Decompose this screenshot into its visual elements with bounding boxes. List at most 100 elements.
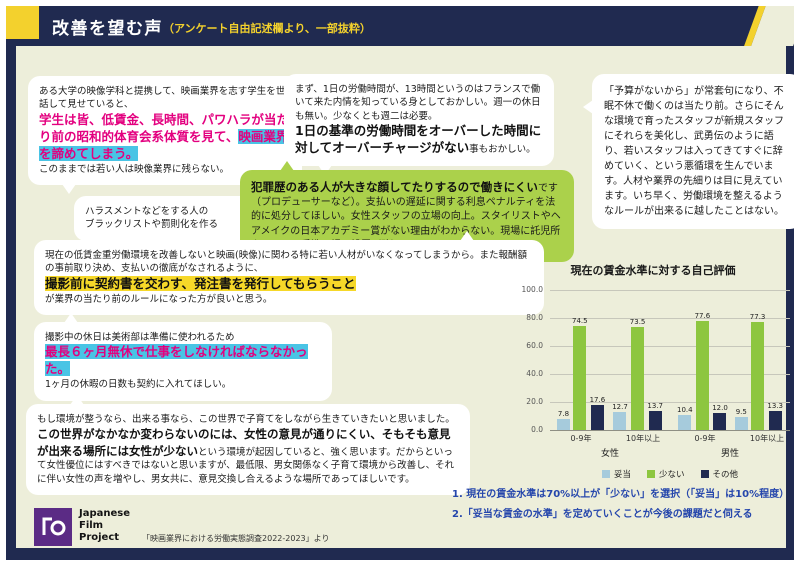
chart-legend: 妥当 少ない その他	[550, 468, 790, 480]
quote-segment: 1ヶ月の休暇の日数も契約に入れてほしい。	[45, 379, 232, 391]
bar-column: 12.7	[612, 403, 628, 430]
legend-item: その他	[700, 468, 738, 480]
x-axis-category-label: 10年以上	[625, 434, 661, 443]
gridline	[550, 346, 790, 347]
quote-bubble-women: もし環境が整うなら、出来る事なら、この世界で子育てをしながら生きていきたいと思い…	[26, 394, 470, 496]
wage-self-evaluation-chart: 現在の賃金水準に対する自己評価 100.0 80.0 60.0 40.0 20.0 0.0…	[516, 262, 790, 480]
bar-value-label: 13.3	[767, 402, 783, 411]
quote-segment: という環境が起因していると、強く思います。だからといって女性優位にはすべきではな…	[37, 446, 455, 485]
finding-2: 2.「妥当な賃金の水準」を定めていくことが今後の課題だと伺える	[452, 509, 753, 520]
bar-column: 10.4	[677, 406, 693, 430]
quote-bubble-budget: 「予算がないから」が常套句になり、不眠不休で働くのは当たり前。さらにそんな環境で…	[583, 74, 800, 229]
quote-hours-text: まず、1日の労働時間が、13時間というのはフランスで働いて来た内情を知っている身…	[295, 83, 543, 157]
logo-line: Japanese	[79, 508, 131, 519]
x-axis-category-label: 0-9年	[570, 434, 592, 443]
chart-x-axis-labels: 0-9年 10年以上 0-9年 10年以上	[550, 430, 790, 444]
bar-value-label: 77.6	[694, 312, 711, 321]
quote-segment-emphasis: 犯罪歴のある人が大きな顔してたりするので働きにくい	[251, 180, 538, 194]
logo-line: Project	[79, 531, 120, 543]
bar-column: 13.3	[767, 402, 783, 430]
bar-column: 7.8	[557, 410, 570, 430]
bar-group: 7.8 74.5 17.6	[557, 317, 605, 430]
gridline	[550, 402, 790, 403]
quote-segment: ある大学の映像学科と提携して、映画業界を志す学生を世話して見せていると、	[39, 86, 286, 111]
bar-column: 12.0	[712, 404, 728, 430]
quote-bubble-university: ある大学の映像学科と提携して、映画業界を志す学生を世話して見せていると、 学生は…	[28, 76, 302, 195]
bar-value-label: 73.5	[629, 318, 646, 327]
quote-segment: 現在の低賃金重労働環境を改善しないと映画(映像)に関わる特に若い人材がいなくなっ…	[45, 250, 527, 275]
bar-value-label: 9.5	[735, 407, 747, 416]
bar-column: 17.6	[590, 396, 605, 430]
chart-y-axis: 100.0 80.0 60.0 40.0 20.0 0.0	[516, 285, 550, 434]
bar-value-label: 74.5	[572, 316, 588, 325]
quote-university-text: ある大学の映像学科と提携して、映画業界を志す学生を世話して見せていると、 学生は…	[39, 85, 291, 176]
bar-少ない	[695, 321, 709, 430]
bar-妥当	[557, 419, 570, 430]
legend-item: 少ない	[646, 468, 685, 480]
bar-妥当	[734, 416, 748, 430]
legend-swatch	[601, 470, 610, 478]
chart-body: 100.0 80.0 60.0 40.0 20.0 0.0 7.8 74.5 17.6 12.7…	[516, 285, 790, 434]
bar-column: 74.5	[572, 317, 588, 430]
quote-segment-highlight: 撮影前に契約書を交わす、発注書を発行してもらうこと	[45, 275, 356, 291]
chart-gender-labels: 女性 男性	[550, 446, 790, 459]
corner-accent-square	[6, 6, 39, 39]
y-axis-tick-label: 60.0	[526, 341, 543, 350]
legend-swatch	[646, 470, 655, 478]
bar-その他	[590, 405, 604, 430]
quote-segment: 事もおかしい。	[469, 144, 536, 156]
quote-segment: ブラックリストや罰則化を作る	[85, 219, 219, 231]
y-axis-tick-label: 80.0	[526, 313, 543, 322]
quote-segment: もし環境が整うなら、出来る事なら、この世界で子育てをしながら生きていきたいと思い…	[37, 414, 455, 425]
quote-budget-text: 「予算がないから」が常套句になり、不眠不休で働くのは当たり前。さらにそんな環境で…	[604, 84, 790, 219]
x-label-section: 0-9年 10年以上	[674, 430, 798, 444]
bar-group: 12.7 73.5 13.7	[612, 318, 663, 430]
bar-column: 77.3	[749, 312, 766, 430]
legend-label: 少ない	[658, 470, 685, 480]
quote-bubble-working-hours: まず、1日の労働時間が、13時間というのはフランスで働いて来た内情を知っている身…	[284, 74, 554, 176]
bar-group: 10.4 77.6 12.0	[677, 312, 728, 430]
quote-bubble-holiday: 撮影中の休日は美術部は準備に使われるため 最長６ヶ月無休で仕事をしなければならな…	[34, 313, 332, 401]
quote-harassment-text: ハラスメントなどをする人の ブラックリストや罰則化を作る	[85, 205, 267, 232]
quote-holiday-text: 撮影中の休日は美術部は準備に使われるため 最長６ヶ月無休で仕事をしなければならな…	[45, 331, 321, 392]
bar-その他	[713, 413, 727, 430]
footer: Japanese Film Project 「映画業界における労働実態調査202…	[34, 508, 329, 546]
quote-segment-emphasis: 学生は皆、低賃金、長時間、パワハラが当たり前の昭和的体育会系体質を見て、	[39, 111, 289, 144]
bar-少ない	[573, 325, 587, 430]
bar-column: 77.6	[694, 312, 711, 430]
gender-group-label: 女性	[600, 449, 619, 459]
page-subtitle: （アンケート自由記述欄より、一部抜粋）	[163, 21, 371, 35]
logo-line: Film	[79, 519, 104, 531]
legend-swatch	[700, 470, 709, 478]
header-title-group: 改善を望む声 （アンケート自由記述欄より、一部抜粋）	[52, 6, 371, 46]
gridline	[550, 430, 790, 431]
y-axis-tick-label: 100.0	[521, 285, 543, 294]
bar-value-label: 77.3	[749, 312, 766, 321]
bar-value-label: 12.0	[712, 404, 728, 413]
bar-value-label: 13.7	[647, 401, 663, 410]
y-axis-tick-label: 0.0	[531, 425, 543, 434]
bar-妥当	[613, 412, 627, 430]
bar-少ない	[751, 321, 765, 430]
gridline	[550, 290, 790, 291]
y-axis-tick-label: 20.0	[526, 397, 543, 406]
legend-label: 妥当	[613, 470, 631, 480]
quote-segment: このままでは若い人は映像業界に残らない。	[39, 163, 230, 175]
legend-item: 妥当	[601, 468, 631, 480]
key-findings: 1. 現在の賃金水準は70%以上が「少ない」を選択（「妥当」は10%程度） 2.…	[452, 488, 796, 528]
quote-segment-highlight: 最長６ヶ月無休で仕事をしなければならなかった。	[45, 344, 308, 377]
quote-segment-emphasis: 1日の基準の労働時間をオーバーした時間に対してオーバーチャージがない	[295, 123, 542, 156]
bar-column: 9.5	[734, 407, 748, 430]
bar-妥当	[678, 415, 692, 430]
x-axis-category-label: 0-9年	[694, 434, 716, 443]
source-citation: 「映画業界における労働実態調査2022-2023」より	[142, 534, 330, 543]
header-bar: 改善を望む声 （アンケート自由記述欄より、一部抜粋）	[6, 6, 794, 46]
x-axis-category-label: 10年以上	[749, 434, 785, 443]
gridline	[550, 374, 790, 375]
chart-plot-area: 7.8 74.5 17.6 12.7 73.5 13.7 10.4 77.6 12.0 9.5 77…	[550, 290, 790, 431]
bar-value-label: 7.8	[557, 410, 570, 419]
quote-segment: が業界の当たり前のルールになった方が良いと思う。	[45, 293, 273, 305]
quote-segment: まず、1日の労働時間が、13時間というのはフランスで働いて来た内情を知っている身…	[295, 84, 541, 122]
jfp-logo-icon	[42, 517, 66, 536]
